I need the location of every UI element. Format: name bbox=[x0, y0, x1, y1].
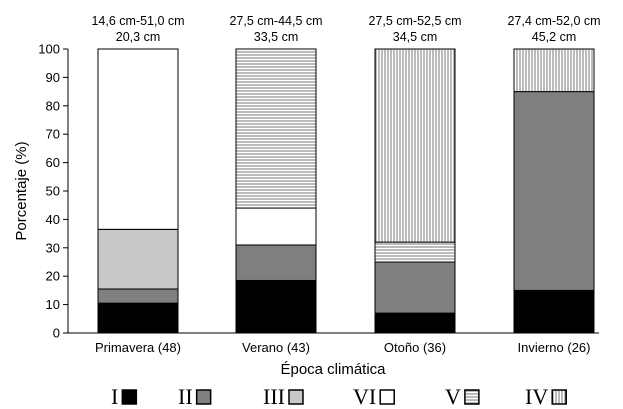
axes bbox=[67, 49, 599, 334]
legend-swatch bbox=[464, 389, 480, 405]
bar-stack bbox=[97, 48, 179, 334]
legend-swatch bbox=[288, 389, 304, 405]
bar-segment-vi bbox=[235, 207, 317, 246]
annotation-range: 14,6 cm-51,0 cm bbox=[91, 14, 184, 28]
y-tick-label: 80 bbox=[46, 98, 60, 113]
legend-label: IV bbox=[525, 384, 548, 409]
y-tick-label: 10 bbox=[46, 297, 60, 312]
annotation-value: 34,5 cm bbox=[393, 30, 437, 44]
bar-segment-ii bbox=[513, 91, 595, 291]
annotation-range: 27,5 cm-52,5 cm bbox=[368, 14, 461, 28]
legend-label: III bbox=[263, 384, 285, 409]
y-tick-label: 20 bbox=[46, 269, 60, 284]
legend-item-v: V bbox=[445, 384, 480, 409]
legend-swatch bbox=[551, 389, 567, 405]
annotation-range: 27,5 cm-44,5 cm bbox=[229, 14, 322, 28]
annotation-value: 45,2 cm bbox=[532, 30, 576, 44]
annotation-range: 27,4 cm-52,0 cm bbox=[507, 14, 600, 28]
legend-swatch bbox=[379, 389, 395, 405]
y-tick-label: 40 bbox=[46, 212, 60, 227]
bar-segment-vi bbox=[97, 48, 179, 230]
legend-item-i: I bbox=[111, 384, 138, 409]
y-tick-label: 90 bbox=[46, 70, 60, 85]
legend-item-vi: VI bbox=[353, 384, 395, 409]
y-tick-label: 60 bbox=[46, 155, 60, 170]
legend-item-iv: IV bbox=[525, 384, 567, 409]
legend-swatch bbox=[195, 389, 212, 405]
bar-segment-v bbox=[235, 48, 317, 209]
y-tick-label: 0 bbox=[53, 326, 60, 341]
bar-segment-iv bbox=[513, 48, 595, 93]
legend-item-ii: II bbox=[178, 384, 212, 409]
x-tick-label: Verano (43) bbox=[242, 340, 310, 355]
bar-segment-iii bbox=[97, 228, 179, 290]
legend: I II III VI V IV bbox=[111, 384, 567, 409]
legend-swatch bbox=[121, 389, 138, 405]
x-tick-label: Primavera (48) bbox=[95, 340, 181, 355]
bar-stack bbox=[374, 48, 456, 334]
y-axis-ticks: 0 10 20 30 40 50 60 70 80 90 100 bbox=[38, 42, 68, 341]
bar-segment-v bbox=[374, 241, 456, 263]
bar-segment-ii bbox=[235, 244, 317, 281]
bar-segment-ii bbox=[97, 288, 179, 304]
y-axis-title: Porcentaje (%) bbox=[13, 141, 30, 240]
annotation-value: 20,3 cm bbox=[116, 30, 160, 44]
annotation-value: 33,5 cm bbox=[254, 30, 298, 44]
bar-stack bbox=[513, 48, 595, 334]
y-tick-label: 30 bbox=[46, 240, 60, 255]
bar-segment-ii bbox=[374, 261, 456, 314]
y-tick-label: 100 bbox=[38, 42, 60, 57]
legend-label: V bbox=[445, 384, 461, 409]
bar-segment-i bbox=[374, 312, 456, 334]
x-axis-ticks: Primavera (48) Verano (43) Otoño (36) Invie… bbox=[95, 340, 590, 355]
x-tick-label: Invierno (26) bbox=[518, 340, 591, 355]
bar-segment-i bbox=[235, 279, 317, 334]
bar-segment-i bbox=[513, 289, 595, 334]
bar-segment-i bbox=[97, 302, 179, 334]
x-axis-title: Época climática bbox=[280, 361, 386, 378]
x-tick-label: Otoño (36) bbox=[384, 340, 446, 355]
legend-label: II bbox=[178, 384, 193, 409]
bar-stack bbox=[235, 48, 317, 334]
y-tick-label: 70 bbox=[46, 127, 60, 142]
bars bbox=[97, 48, 595, 334]
bar-annotations: 14,6 cm-51,0 cm 20,3 cm 27,5 cm-44,5 cm 33,… bbox=[91, 14, 600, 44]
legend-item-iii: III bbox=[263, 384, 304, 409]
legend-label: I bbox=[111, 384, 118, 409]
legend-label: VI bbox=[353, 384, 376, 409]
y-tick-label: 50 bbox=[46, 184, 60, 199]
bar-segment-iv bbox=[374, 48, 456, 243]
